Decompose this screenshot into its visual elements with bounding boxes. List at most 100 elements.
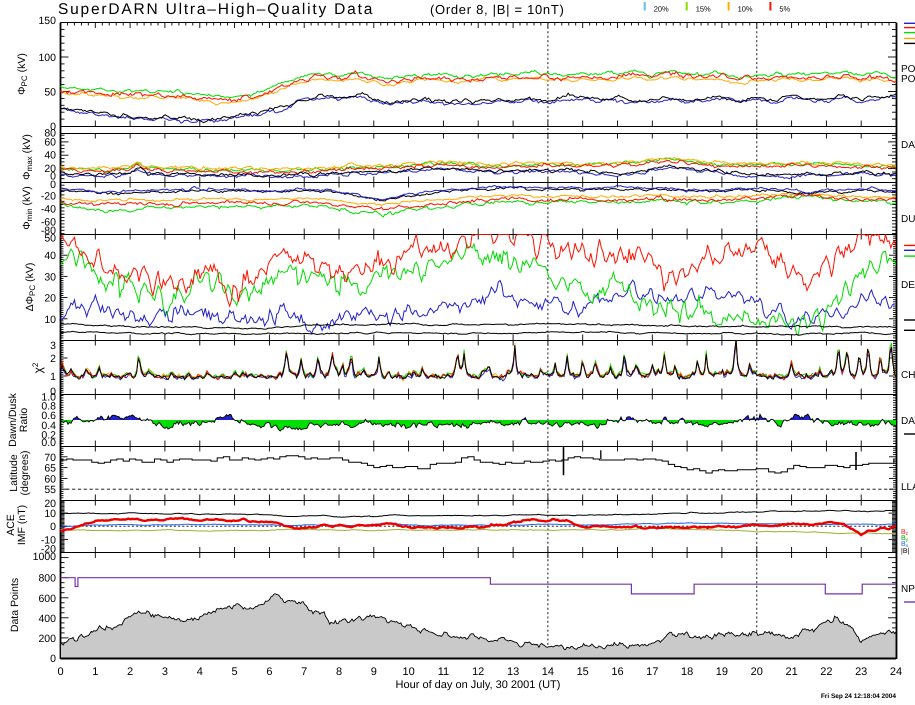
svg-text:12: 12 — [472, 666, 484, 678]
svg-text:13: 13 — [507, 666, 519, 678]
svg-text:1: 1 — [92, 666, 98, 678]
svg-text:CH: CH — [901, 370, 915, 381]
svg-text:Latitude: Latitude — [8, 454, 20, 492]
svg-text:-20: -20 — [41, 544, 56, 556]
svg-text:0: 0 — [57, 666, 63, 678]
svg-text:18: 18 — [681, 666, 693, 678]
svg-text:15%: 15% — [696, 5, 711, 14]
svg-text:By: By — [901, 535, 909, 543]
svg-text:DEL: DEL — [901, 280, 915, 291]
svg-text:ACE: ACE — [5, 514, 17, 536]
svg-text:24: 24 — [890, 666, 902, 678]
svg-text:20: 20 — [751, 666, 763, 678]
svg-text:0.4: 0.4 — [41, 420, 56, 432]
svg-text:23: 23 — [855, 666, 867, 678]
svg-text:IMF (nT): IMF (nT) — [16, 505, 28, 545]
svg-text:3: 3 — [50, 340, 56, 352]
svg-text:800: 800 — [38, 573, 56, 585]
svg-text:POTD: POTD — [901, 64, 915, 75]
svg-text:Data Points: Data Points — [9, 578, 21, 632]
svg-text:400: 400 — [38, 613, 56, 625]
svg-text:0.8: 0.8 — [41, 401, 56, 413]
svg-text:10: 10 — [402, 666, 414, 678]
svg-text:14: 14 — [542, 666, 554, 678]
svg-text:1: 1 — [50, 371, 56, 383]
svg-text:10: 10 — [44, 314, 56, 326]
svg-text:20: 20 — [44, 163, 56, 175]
svg-text:SuperDARN Ultra–High–Quality D: SuperDARN Ultra–High–Quality Data — [58, 1, 374, 18]
svg-text:40: 40 — [44, 250, 56, 262]
svg-text:8: 8 — [336, 666, 342, 678]
svg-text:Bx: Bx — [901, 541, 909, 549]
svg-text:11: 11 — [438, 666, 449, 678]
svg-text:-10: -10 — [41, 534, 56, 546]
svg-text:-60: -60 — [41, 216, 56, 228]
svg-text:0: 0 — [50, 171, 56, 183]
svg-text:(Order 8, |B| = 10nT): (Order 8, |B| = 10nT) — [430, 2, 565, 17]
svg-text:ΦPC (kV): ΦPC (kV) — [16, 53, 29, 95]
svg-text:0.0: 0.0 — [41, 437, 56, 449]
svg-text:Dawn/Dusk: Dawn/Dusk — [7, 392, 19, 446]
svg-text:50: 50 — [44, 233, 56, 245]
svg-text:60: 60 — [44, 473, 56, 485]
svg-text:-80: -80 — [41, 225, 56, 237]
svg-text:7: 7 — [301, 666, 307, 678]
svg-text:1000: 1000 — [33, 551, 57, 563]
svg-text:0: 0 — [50, 386, 56, 398]
svg-text:Fri Sep 24 12:18:04 2004: Fri Sep 24 12:18:04 2004 — [821, 693, 897, 700]
svg-text:0: 0 — [50, 521, 56, 533]
svg-text:0.6: 0.6 — [41, 410, 56, 422]
svg-text:Bz: Bz — [901, 529, 909, 537]
svg-text:70: 70 — [44, 452, 56, 464]
svg-text:χ2: χ2 — [31, 362, 45, 373]
svg-text:10%: 10% — [738, 5, 753, 14]
svg-text:2: 2 — [127, 666, 133, 678]
svg-text:15: 15 — [577, 666, 589, 678]
svg-text:DAW: DAW — [901, 140, 915, 151]
svg-text:1.0: 1.0 — [41, 392, 56, 404]
svg-text:0: 0 — [50, 653, 56, 665]
svg-text:0: 0 — [50, 121, 56, 133]
svg-text:16: 16 — [611, 666, 623, 678]
svg-text:Hour of day on July, 30 2001 (: Hour of day on July, 30 2001 (UT) — [396, 679, 561, 691]
svg-text:40: 40 — [44, 150, 56, 162]
svg-text:5%: 5% — [779, 5, 790, 14]
svg-text:Φmin (kV): Φmin (kV) — [21, 186, 34, 229]
svg-text:10: 10 — [44, 508, 56, 520]
svg-text:20: 20 — [44, 293, 56, 305]
svg-text:22: 22 — [820, 666, 832, 678]
svg-text:0.2: 0.2 — [41, 429, 56, 441]
svg-text:60: 60 — [44, 136, 56, 148]
svg-text:0: 0 — [50, 179, 56, 191]
svg-text:Φmax (kV): Φmax (kV) — [21, 134, 34, 180]
svg-text:20%: 20% — [654, 5, 669, 14]
svg-text:100: 100 — [38, 52, 56, 64]
svg-text:200: 200 — [38, 633, 56, 645]
svg-text:LLA: LLA — [901, 482, 915, 493]
svg-text:65: 65 — [44, 463, 56, 475]
svg-text:50: 50 — [44, 87, 56, 99]
svg-text:3: 3 — [162, 666, 168, 678]
svg-text:20: 20 — [44, 498, 56, 510]
svg-text:-40: -40 — [41, 203, 56, 215]
svg-text:17: 17 — [646, 666, 658, 678]
svg-text:|B|: |B| — [901, 547, 909, 555]
svg-text:POTU: POTU — [901, 74, 915, 85]
svg-text:Ratio: Ratio — [18, 408, 30, 433]
svg-text:5: 5 — [232, 666, 238, 678]
svg-text:6: 6 — [266, 666, 272, 678]
svg-text:21: 21 — [785, 666, 797, 678]
svg-text:2: 2 — [50, 353, 56, 365]
svg-text:DUS: DUS — [901, 214, 915, 225]
svg-text:9: 9 — [371, 666, 377, 678]
svg-text:NP: NP — [901, 584, 915, 595]
svg-text:55: 55 — [44, 484, 56, 496]
svg-text:150: 150 — [38, 15, 56, 27]
svg-text:19: 19 — [716, 666, 728, 678]
svg-text:DAW: DAW — [901, 416, 915, 427]
svg-text:30: 30 — [44, 271, 56, 283]
svg-text:(degrees): (degrees) — [19, 451, 31, 496]
svg-text:80: 80 — [44, 128, 56, 140]
svg-text:-20: -20 — [41, 191, 56, 203]
svg-text:ΔΦPC (kV): ΔΦPC (kV) — [24, 263, 37, 312]
